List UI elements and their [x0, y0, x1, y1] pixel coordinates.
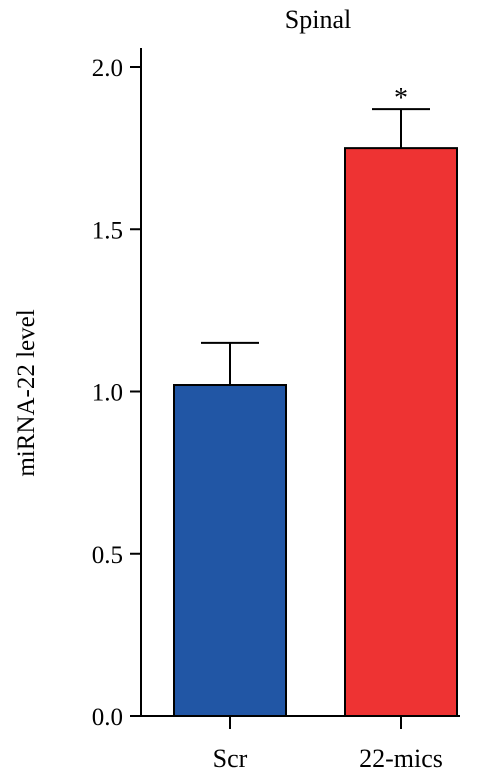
bar-scr: [173, 384, 287, 717]
y-tick-label: 2.0: [92, 55, 123, 82]
y-tick-label: 1.0: [92, 380, 123, 407]
y-tick-label: 0.5: [92, 542, 123, 569]
bar-22-mics: [344, 147, 458, 717]
x-ticks: Scr 22-mics: [213, 716, 443, 773]
y-ticks: 0.0 0.5 1.0 1.5 2.0: [92, 55, 141, 731]
y-axis-label: miRNA-22 level: [13, 309, 40, 476]
bars: *: [173, 83, 458, 717]
y-tick-label: 0.0: [92, 704, 123, 731]
y-tick-label: 1.5: [92, 217, 123, 244]
chart-title: Spinal: [285, 5, 351, 34]
x-tick-label: 22-mics: [359, 744, 443, 773]
x-tick-label: Scr: [213, 744, 248, 773]
significance-marker: *: [394, 83, 408, 114]
